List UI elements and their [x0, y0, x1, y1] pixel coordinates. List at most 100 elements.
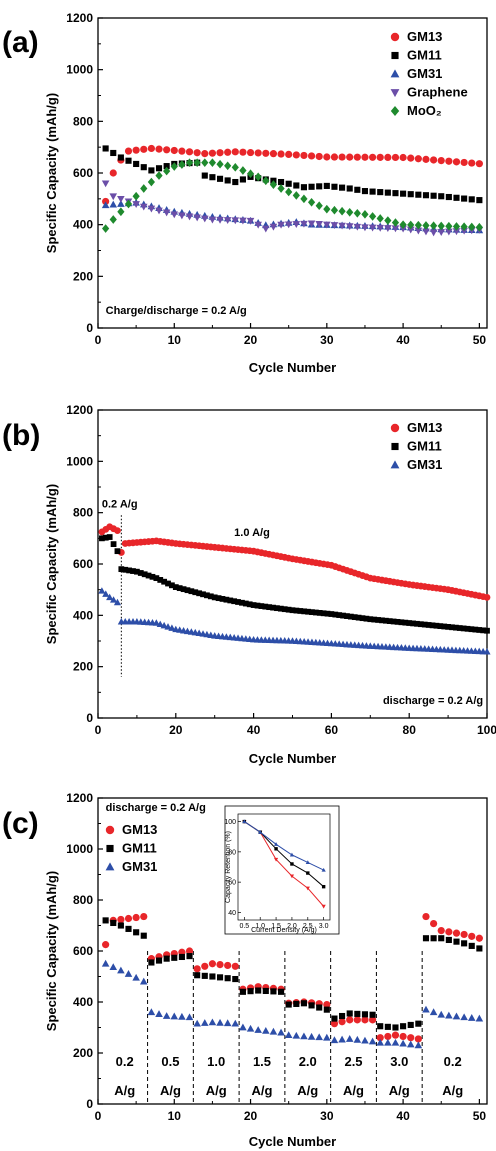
- data-point: [98, 587, 106, 594]
- data-point: [300, 1032, 308, 1040]
- data-point: [101, 180, 110, 188]
- data-point: [180, 586, 187, 593]
- data-point: [390, 618, 397, 625]
- data-point: [165, 580, 171, 587]
- data-point: [216, 159, 224, 169]
- data-point: [323, 182, 330, 189]
- data-point: [207, 593, 214, 600]
- data-point: [338, 222, 346, 230]
- data-point: [106, 593, 114, 601]
- inset-data-point: [289, 874, 295, 879]
- data-point: [140, 184, 148, 193]
- data-point: [384, 153, 392, 161]
- data-point: [414, 220, 422, 230]
- data-point: [336, 612, 343, 618]
- legend-label: GM13: [407, 29, 442, 44]
- data-point: [254, 149, 262, 157]
- x-tick-label: 100: [477, 723, 496, 737]
- data-point: [422, 1005, 430, 1013]
- data-point: [254, 602, 261, 609]
- data-point: [354, 1010, 361, 1017]
- legend-label: GM31: [407, 457, 442, 472]
- data-point: [102, 534, 109, 541]
- data-point: [330, 153, 339, 161]
- data-point: [468, 196, 475, 203]
- data-point: [170, 211, 179, 219]
- data-point: [300, 220, 308, 228]
- data-point: [445, 228, 453, 236]
- data-point: [125, 157, 132, 164]
- data-point: [308, 1002, 315, 1009]
- data-point: [110, 149, 117, 157]
- data-point: [185, 213, 194, 221]
- data-point: [124, 914, 133, 923]
- inset-data-point: [274, 847, 278, 851]
- y-axis-label: Specific Capacity (mAh/g): [44, 93, 59, 253]
- data-point: [330, 1036, 339, 1044]
- data-point: [429, 229, 438, 237]
- data-point: [262, 149, 270, 157]
- inset-data-point: [321, 884, 326, 889]
- data-point: [178, 147, 186, 155]
- data-point: [307, 197, 316, 207]
- annotation: 1.0 A/g: [234, 527, 270, 539]
- data-point: [351, 614, 358, 621]
- data-point: [437, 221, 445, 231]
- y-tick-label: 0: [86, 321, 93, 335]
- data-point: [132, 191, 140, 201]
- data-point: [417, 621, 424, 628]
- data-point: [430, 192, 437, 199]
- data-point: [274, 605, 280, 612]
- data-point: [384, 216, 392, 225]
- data-point: [376, 153, 384, 161]
- segment-unit-label: A/g: [252, 1083, 273, 1098]
- data-point: [102, 941, 110, 949]
- data-point: [361, 153, 369, 161]
- data-point: [168, 624, 176, 631]
- data-point: [399, 1032, 407, 1041]
- data-point: [361, 224, 369, 232]
- inset-data-point: [258, 829, 263, 834]
- data-point: [430, 935, 437, 942]
- y-tick-label: 1000: [66, 63, 93, 77]
- data-point: [353, 1035, 362, 1043]
- data-point: [307, 152, 316, 160]
- data-point: [224, 975, 231, 982]
- data-point: [460, 222, 468, 232]
- data-point: [134, 568, 140, 575]
- data-point: [476, 945, 483, 952]
- inset-data-point: [290, 862, 294, 866]
- data-point: [224, 961, 232, 970]
- inset-x-tick-label: 1.0: [255, 923, 265, 930]
- data-point: [384, 1038, 392, 1046]
- data-point: [110, 541, 117, 547]
- data-point: [445, 221, 453, 231]
- data-point: [368, 153, 377, 161]
- legend-marker: [105, 862, 115, 871]
- data-point: [354, 186, 361, 193]
- y-tick-label: 0: [86, 1097, 93, 1111]
- data-point: [185, 1013, 194, 1021]
- data-point: [231, 217, 240, 225]
- data-point: [232, 178, 239, 186]
- legend-label: GM11: [122, 841, 157, 856]
- data-point: [246, 169, 255, 179]
- data-point: [149, 573, 156, 580]
- data-point: [399, 1039, 407, 1047]
- data-point: [277, 150, 285, 158]
- data-point: [246, 601, 253, 608]
- data-point: [407, 220, 415, 230]
- legend-label: GM11: [407, 439, 442, 454]
- data-point: [422, 228, 430, 236]
- legend-marker: [106, 844, 114, 853]
- data-point: [132, 913, 140, 922]
- data-point: [353, 1016, 361, 1024]
- data-point: [293, 1000, 300, 1007]
- data-point: [461, 195, 468, 202]
- data-point: [117, 200, 125, 207]
- data-point: [453, 194, 460, 201]
- data-point: [164, 623, 172, 630]
- y-tick-label: 600: [73, 557, 93, 571]
- data-point: [368, 224, 377, 232]
